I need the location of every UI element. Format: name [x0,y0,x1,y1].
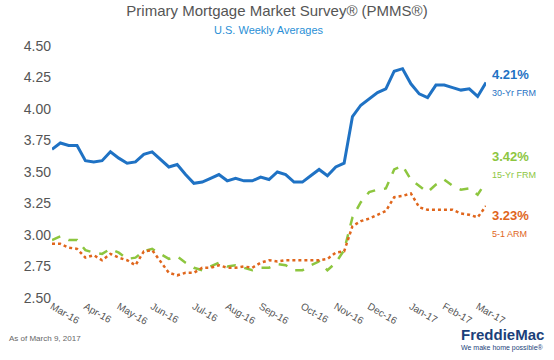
svg-text:Mar-17: Mar-17 [474,301,507,327]
svg-text:Mar-16: Mar-16 [49,301,82,327]
svg-text:4.25: 4.25 [24,69,51,85]
svg-text:3.23%5-1 ARM: 3.23%5-1 ARM [492,208,529,239]
svg-text:2.75: 2.75 [24,258,51,274]
svg-text:3.00: 3.00 [24,227,51,243]
svg-text:3.25: 3.25 [24,195,51,211]
svg-text:Sep-16: Sep-16 [257,301,291,327]
svg-text:FreddieMac: FreddieMac [461,326,544,343]
svg-text:3.50: 3.50 [24,164,51,180]
svg-text:Nov-16: Nov-16 [332,301,366,327]
svg-text:Jun-16: Jun-16 [149,301,181,326]
svg-text:Primary Mortgage Market Survey: Primary Mortgage Market Survey® (PMMS®) [126,2,427,19]
svg-text:As of March 9, 2017: As of March 9, 2017 [9,334,81,343]
svg-text:Apr-16: Apr-16 [82,301,114,326]
svg-text:Jul-16: Jul-16 [190,301,219,324]
svg-text:We make home possible®: We make home possible® [461,344,544,352]
svg-text:Jan-17: Jan-17 [407,301,439,326]
svg-text:4.50: 4.50 [24,38,51,54]
svg-text:May-16: May-16 [115,301,150,327]
svg-text:U.S. Weekly Averages: U.S. Weekly Averages [214,24,324,36]
svg-text:4.21%30-Yr FRM: 4.21%30-Yr FRM [492,67,536,98]
svg-text:Aug-16: Aug-16 [224,301,258,327]
svg-text:Feb-17: Feb-17 [441,301,474,327]
svg-text:Oct-16: Oct-16 [299,301,331,326]
svg-text:3.42%15-Yr FRM: 3.42%15-Yr FRM [492,149,536,180]
svg-text:3.75: 3.75 [24,132,51,148]
svg-text:4.00: 4.00 [24,101,51,117]
svg-text:2.50: 2.50 [24,290,51,306]
svg-text:Dec-16: Dec-16 [366,301,400,327]
